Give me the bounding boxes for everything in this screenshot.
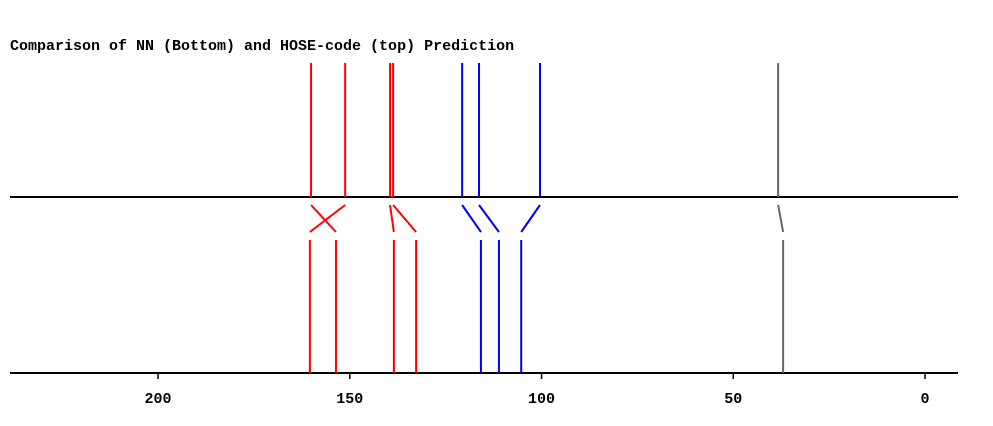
chart-title: Comparison of NN (Bottom) and HOSE-code … xyxy=(10,38,514,55)
x-tick-label: 100 xyxy=(528,391,555,408)
peak-connector xyxy=(520,204,541,233)
peak-connector xyxy=(392,204,417,233)
peak-connector xyxy=(777,204,785,233)
x-tick-label: 200 xyxy=(145,391,172,408)
peak-connector xyxy=(309,204,346,233)
peak-connector xyxy=(310,204,337,233)
x-tick-label: 50 xyxy=(724,391,742,408)
peak-connector xyxy=(389,204,395,233)
peak-connector xyxy=(478,204,500,233)
x-tick-label: 150 xyxy=(336,391,363,408)
x-tick-label: 0 xyxy=(921,391,930,408)
peak-connector xyxy=(461,204,482,233)
